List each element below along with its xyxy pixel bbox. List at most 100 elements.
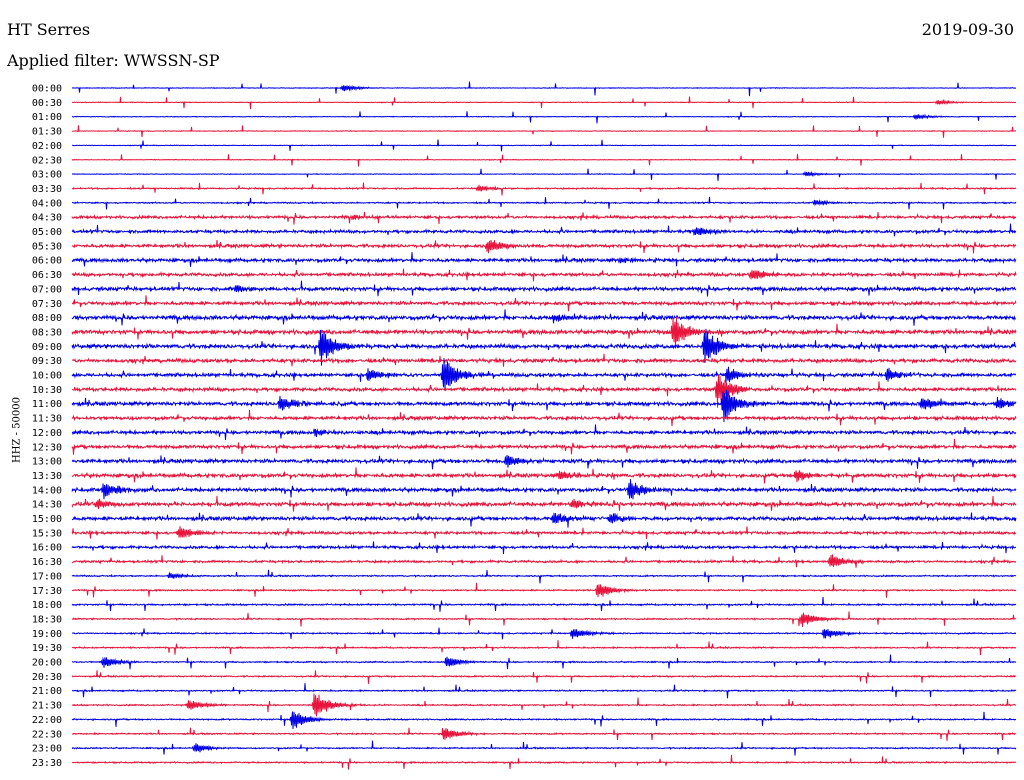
time-tick-label: 13:30 bbox=[32, 471, 62, 482]
trace-row-2100 bbox=[71, 683, 1017, 699]
trace-row-0600 bbox=[71, 252, 1017, 267]
trace-row-0100 bbox=[71, 111, 1017, 124]
trace-row-1500 bbox=[71, 512, 1017, 528]
trace-row-1230 bbox=[71, 438, 1017, 455]
trace-group bbox=[71, 81, 1017, 770]
time-tick-label: 04:30 bbox=[32, 213, 62, 224]
time-tick-label: 02:00 bbox=[32, 141, 62, 152]
time-tick-label: 09:00 bbox=[32, 342, 62, 353]
time-tick-label: 00:30 bbox=[32, 98, 62, 109]
trace-row-0130 bbox=[71, 125, 1017, 138]
trace-row-2130 bbox=[71, 693, 1017, 717]
trace-row-1030 bbox=[71, 374, 1017, 408]
trace-row-1130 bbox=[71, 409, 1017, 427]
time-tick-label: 10:00 bbox=[32, 371, 62, 382]
filter-subtitle: Applied filter: WWSSN-SP bbox=[7, 51, 220, 70]
time-tick-label: 01:30 bbox=[32, 127, 62, 138]
time-tick-label: 00:00 bbox=[32, 84, 62, 95]
trace-row-0700 bbox=[71, 280, 1017, 297]
time-tick-label: 06:30 bbox=[32, 270, 62, 281]
trace-row-1430 bbox=[71, 495, 1017, 512]
trace-row-2000 bbox=[71, 654, 1017, 670]
trace-row-0530 bbox=[71, 239, 1017, 254]
trace-row-0800 bbox=[71, 309, 1017, 326]
trace-row-0630 bbox=[71, 268, 1017, 282]
time-tick-label: 17:30 bbox=[32, 586, 62, 597]
trace-row-1200 bbox=[71, 424, 1017, 440]
time-tick-label: 18:30 bbox=[32, 614, 62, 625]
trace-row-0930 bbox=[71, 353, 1017, 367]
trace-row-2200 bbox=[71, 711, 1017, 729]
time-tick-label: 02:30 bbox=[32, 155, 62, 166]
time-tick-label: 07:30 bbox=[32, 299, 62, 310]
time-tick-label: 14:00 bbox=[32, 485, 62, 496]
trace-row-1830 bbox=[71, 611, 1017, 628]
time-tick-label: 16:00 bbox=[32, 543, 62, 554]
trace-row-1530 bbox=[71, 526, 1017, 540]
time-tick-label: 03:30 bbox=[32, 184, 62, 195]
time-tick-label: 19:30 bbox=[32, 643, 62, 654]
trace-row-1700 bbox=[71, 569, 1017, 584]
time-tick-label: 11:00 bbox=[32, 399, 62, 410]
time-tick-label: 01:00 bbox=[32, 112, 62, 123]
time-tick-label: 14:30 bbox=[32, 500, 62, 511]
trace-row-0330 bbox=[71, 182, 1017, 196]
trace-row-2230 bbox=[71, 727, 1017, 741]
trace-row-0030 bbox=[71, 96, 1017, 110]
time-tick-label: 11:30 bbox=[32, 414, 62, 425]
trace-row-2030 bbox=[71, 670, 1017, 684]
time-tick-label: 15:30 bbox=[32, 528, 62, 539]
trace-row-2330 bbox=[71, 754, 1017, 770]
time-tick-label: 18:00 bbox=[32, 600, 62, 611]
trace-row-1330 bbox=[71, 467, 1017, 484]
tick-label-group: 00:00 00:30 01:00 01:30 02:00 02:30 03:00 03:30… bbox=[32, 84, 62, 769]
time-tick-label: 16:30 bbox=[32, 557, 62, 568]
station-title: HT Serres bbox=[7, 20, 91, 39]
time-tick-label: 06:00 bbox=[32, 256, 62, 267]
time-tick-label: 20:30 bbox=[32, 672, 62, 683]
time-tick-label: 09:30 bbox=[32, 356, 62, 367]
trace-row-0900 bbox=[71, 328, 1017, 366]
trace-row-0500 bbox=[71, 223, 1017, 237]
trace-row-2300 bbox=[71, 740, 1017, 756]
time-tick-label: 23:00 bbox=[32, 744, 62, 755]
trace-row-1930 bbox=[71, 640, 1017, 656]
time-tick-label: 19:00 bbox=[32, 629, 62, 640]
time-tick-label: 21:00 bbox=[32, 686, 62, 697]
trace-row-1000 bbox=[71, 358, 1017, 391]
time-tick-label: 15:00 bbox=[32, 514, 62, 525]
time-tick-label: 22:00 bbox=[32, 715, 62, 726]
trace-row-0000 bbox=[71, 81, 1017, 97]
time-tick-label: 13:00 bbox=[32, 457, 62, 468]
trace-row-1600 bbox=[71, 541, 1017, 555]
trace-row-1800 bbox=[71, 597, 1017, 612]
time-tick-label: 07:00 bbox=[32, 284, 62, 295]
time-tick-label: 23:30 bbox=[32, 758, 62, 769]
trace-row-0230 bbox=[71, 153, 1017, 167]
trace-row-1100 bbox=[71, 389, 1017, 423]
trace-row-1900 bbox=[71, 627, 1017, 640]
trace-row-1300 bbox=[71, 455, 1017, 470]
trace-row-0730 bbox=[71, 295, 1017, 312]
trace-row-1630 bbox=[71, 554, 1017, 568]
time-tick-label: 08:30 bbox=[32, 327, 62, 338]
time-tick-label: 17:00 bbox=[32, 571, 62, 582]
trace-row-0200 bbox=[71, 139, 1017, 152]
trace-row-1730 bbox=[71, 582, 1017, 598]
time-tick-label: 12:00 bbox=[32, 428, 62, 439]
time-tick-label: 22:30 bbox=[32, 729, 62, 740]
time-tick-label: 21:30 bbox=[32, 701, 62, 712]
time-tick-label: 04:00 bbox=[32, 198, 62, 209]
date-label: 2019-09-30 bbox=[921, 20, 1014, 39]
time-tick-label: 12:30 bbox=[32, 442, 62, 453]
time-tick-label: 20:00 bbox=[32, 658, 62, 669]
trace-row-0400 bbox=[71, 196, 1017, 210]
time-tick-label: 08:00 bbox=[32, 313, 62, 324]
time-tick-label: 05:00 bbox=[32, 227, 62, 238]
trace-row-0300 bbox=[71, 168, 1017, 181]
trace-row-0830 bbox=[71, 317, 1017, 348]
time-tick-label: 03:00 bbox=[32, 170, 62, 181]
time-tick-label: 05:30 bbox=[32, 241, 62, 252]
trace-row-0430 bbox=[71, 211, 1017, 225]
